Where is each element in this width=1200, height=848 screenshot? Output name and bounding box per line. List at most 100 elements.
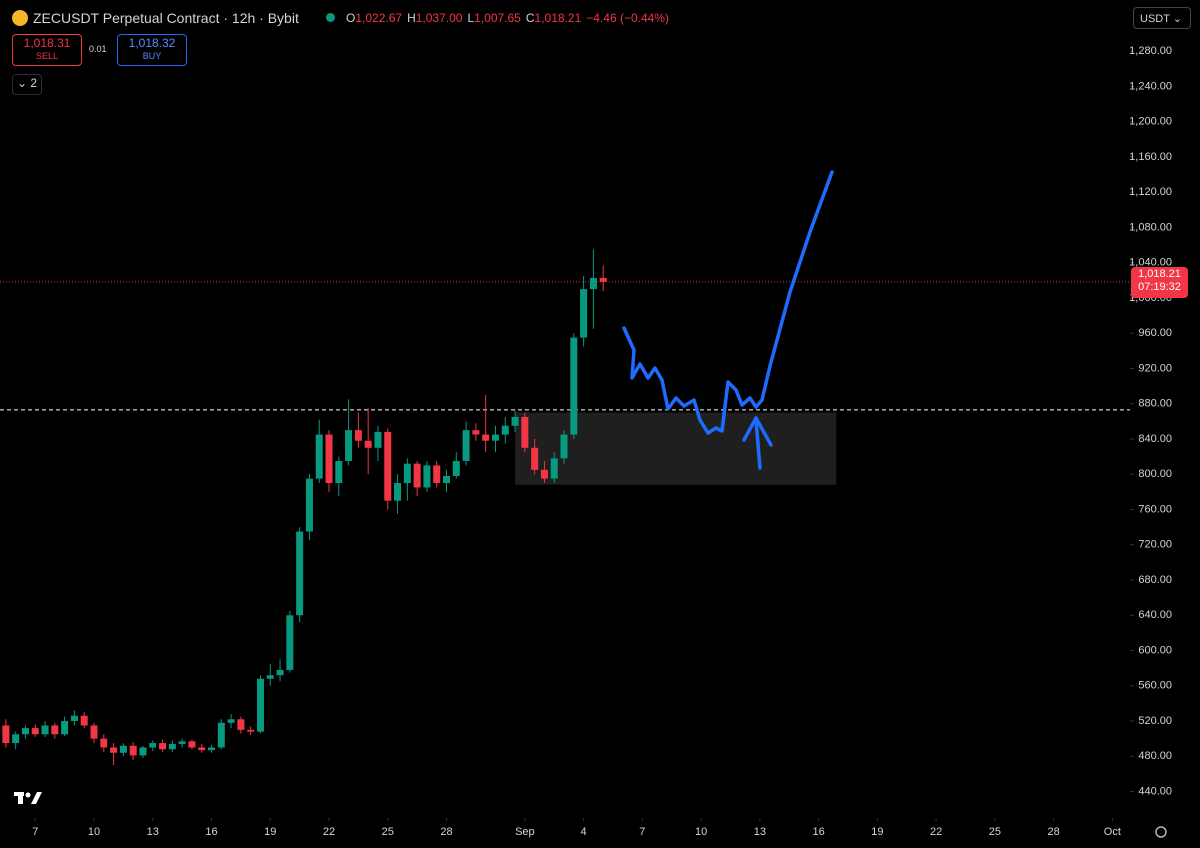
hand-drawing (622, 170, 834, 435)
candle-body (394, 483, 402, 501)
sell-button[interactable]: 1,018.31 SELL (12, 34, 82, 66)
status-dot (326, 13, 335, 22)
y-tick-label: 640.00 (1138, 609, 1172, 621)
x-tick-label: 10 (695, 826, 707, 838)
x-tick-label: 28 (440, 826, 452, 838)
y-tick-label: 600.00 (1138, 644, 1172, 656)
candle-body (129, 745, 137, 756)
candle-body (217, 722, 225, 748)
y-tick-label: 1,080.00 (1129, 221, 1172, 233)
candle-body (452, 461, 460, 476)
candle-body (560, 434, 568, 459)
y-tick-label: 1,240.00 (1129, 80, 1172, 92)
spread: 0.01 (89, 44, 107, 54)
candle-body (305, 478, 313, 532)
buy-label: BUY (142, 51, 162, 61)
ohlc-value: 1,018.21 (534, 11, 582, 25)
candle-body (51, 725, 59, 735)
candle-body (570, 337, 578, 435)
candle-body (276, 669, 284, 676)
y-tick-label: 800.00 (1138, 468, 1172, 480)
candle-body (119, 745, 127, 753)
candle-body (31, 728, 39, 735)
tradingview-logo (14, 792, 42, 804)
candle-body (149, 743, 157, 748)
ohlc-key: L (467, 11, 475, 25)
ohlc-value: 1,022.67 (355, 11, 403, 25)
zone-box (515, 412, 837, 485)
candle-body (462, 430, 470, 462)
x-tick-label: 25 (382, 826, 394, 838)
candle-body (12, 734, 20, 744)
candle-body (433, 465, 441, 484)
x-tick-label: 16 (812, 826, 824, 838)
candle-body (168, 743, 176, 750)
y-tick-label: 1,200.00 (1129, 116, 1172, 128)
candle-body (482, 434, 490, 441)
candle-body (61, 721, 69, 735)
x-tick-label: 7 (639, 826, 645, 838)
y-tick-label: 440.00 (1138, 785, 1172, 797)
candle-body (521, 416, 529, 448)
candle-body (286, 615, 294, 670)
candle-body (208, 747, 216, 751)
candle-body (41, 725, 49, 735)
x-tick-label: 13 (147, 826, 159, 838)
x-tick-label: 25 (989, 826, 1001, 838)
candle-body (188, 741, 196, 748)
candle-body (325, 434, 333, 484)
candle-body (198, 747, 206, 751)
indicators-toggle[interactable]: ⌄ 2 (12, 74, 42, 95)
ohlc-value: 1,007.65 (474, 11, 521, 25)
candle-body (178, 741, 186, 744)
y-tick-label: 880.00 (1138, 398, 1172, 410)
candle-body (100, 738, 108, 748)
candle-body (345, 430, 353, 462)
last-price-label: 1,018.21 07:19:32 (1131, 266, 1188, 298)
candle-body (335, 461, 343, 484)
x-tick-label: 19 (264, 826, 276, 838)
candle-body (511, 416, 519, 426)
candle-body (443, 475, 451, 484)
candle-body (354, 430, 362, 441)
candle-body (110, 747, 118, 753)
buy-price: 1,018.32 (128, 36, 176, 50)
currency-select[interactable]: USDT ⌄ (1133, 7, 1191, 29)
hand-arrow-head (742, 416, 773, 447)
y-tick-label: 1,120.00 (1129, 186, 1172, 198)
last-price: 1,018.21 (1138, 267, 1181, 280)
change: −4.46 (−0.44%) (586, 11, 669, 25)
candle-body (2, 725, 10, 744)
candle-body (423, 465, 431, 488)
ohlc-legend: O1,022.67 H1,037.00 L1,007.65 C1,018.21 −4.4… (346, 11, 669, 25)
sell-label: SELL (35, 51, 59, 61)
candle-body (403, 463, 411, 484)
candle-body (159, 743, 167, 750)
settings-icon[interactable] (1155, 826, 1167, 838)
candle-body (384, 431, 392, 501)
candle-body (80, 715, 88, 726)
candle-body (237, 719, 245, 730)
candle-body (472, 430, 480, 435)
symbol-title[interactable]: ZECUSDT Perpetual Contract · 12h · Bybit (33, 10, 299, 26)
x-tick-label: 7 (32, 826, 38, 838)
y-tick-label: 920.00 (1138, 362, 1172, 374)
y-tick-label: 840.00 (1138, 433, 1172, 445)
candle-body (296, 531, 304, 616)
candle-body (247, 729, 255, 732)
x-tick-label: 28 (1047, 826, 1059, 838)
y-tick-label: 720.00 (1138, 539, 1172, 551)
candle-body (90, 725, 98, 739)
candle-body (21, 728, 29, 735)
buy-button[interactable]: 1,018.32 BUY (117, 34, 187, 66)
ohlc-key: H (407, 11, 416, 25)
candle-body (139, 747, 147, 756)
y-tick-label: 480.00 (1138, 750, 1172, 762)
ohlc-key: O (346, 11, 356, 25)
y-tick-label: 560.00 (1138, 680, 1172, 692)
candle-body (374, 431, 382, 448)
y-tick-label: 1,280.00 (1129, 45, 1172, 57)
y-tick-label: 1,160.00 (1129, 151, 1172, 163)
